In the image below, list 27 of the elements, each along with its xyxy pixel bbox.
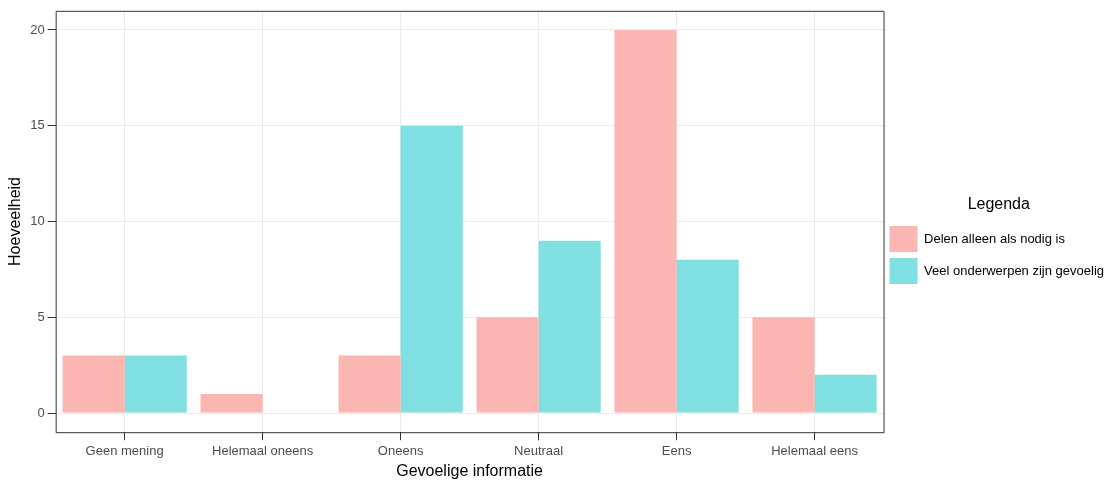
bar — [814, 374, 877, 413]
bar — [200, 393, 263, 413]
bar — [124, 355, 187, 413]
legend-title: Legenda — [967, 195, 1031, 213]
y-tick-label: 10 — [30, 213, 45, 229]
x-axis-title: Gevoelige informatie — [396, 461, 544, 479]
bar — [676, 259, 739, 413]
bar — [400, 125, 463, 413]
y-tick-label: 15 — [30, 117, 45, 133]
bar — [476, 317, 539, 413]
x-tick-label: Helemaal oneens — [212, 442, 314, 458]
x-tick-label: Oneens — [377, 442, 424, 458]
y-tick-label: 0 — [37, 404, 45, 420]
y-axis-title: Hoeveelheid — [6, 177, 24, 266]
bar — [62, 355, 125, 413]
x-tick-label: Geen mening — [85, 442, 164, 458]
bar — [614, 29, 677, 413]
x-tick-label: Neutraal — [514, 442, 564, 458]
legend-label: Veel onderwerpen zijn gevoelig — [924, 262, 1105, 278]
y-tick-label: 5 — [37, 308, 45, 324]
bar — [752, 317, 815, 413]
legend-label: Delen alleen als nodig is — [924, 230, 1066, 246]
x-tick-label: Eens — [661, 442, 692, 458]
bar — [538, 240, 601, 413]
bar — [338, 355, 401, 413]
y-tick-label: 20 — [30, 21, 45, 37]
x-tick-label: Helemaal eens — [771, 442, 859, 458]
